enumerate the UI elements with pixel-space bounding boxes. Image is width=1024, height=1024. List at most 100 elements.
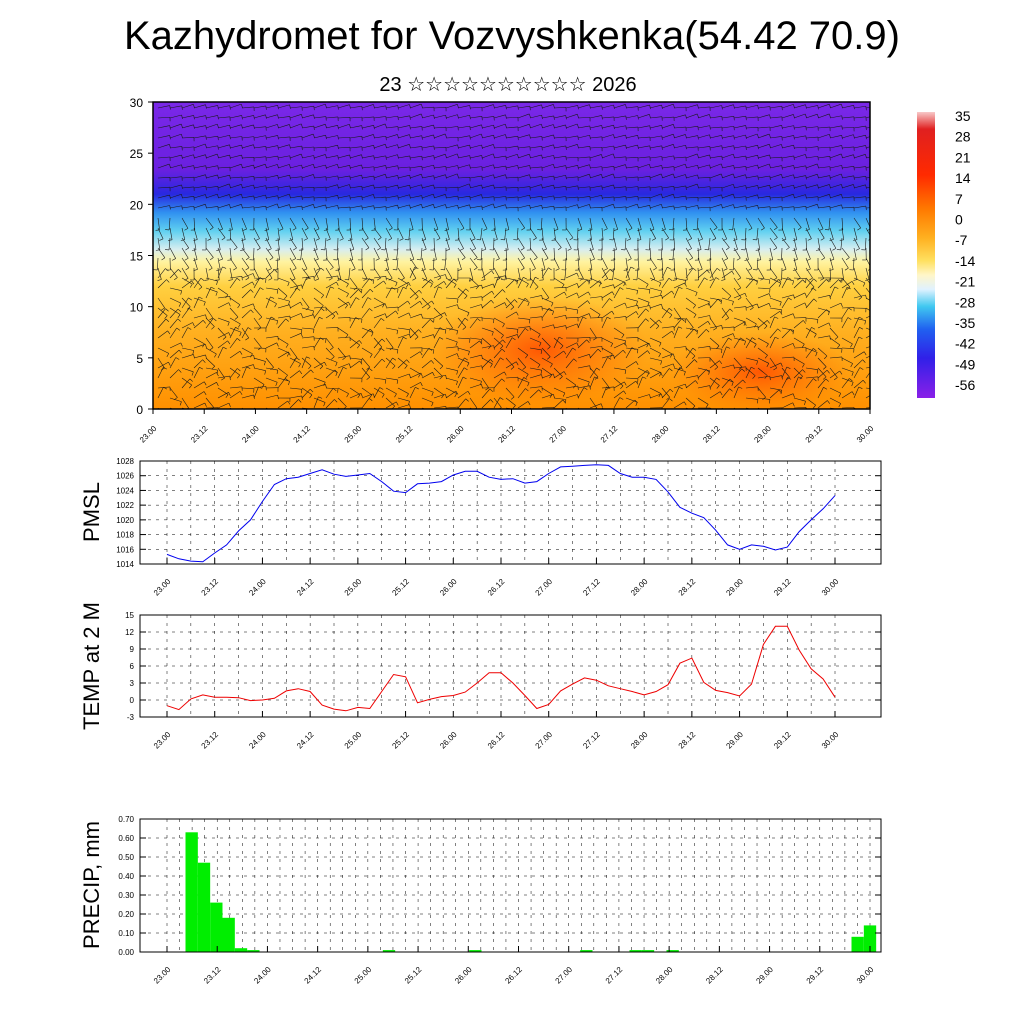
wind-barb xyxy=(181,247,189,259)
wind-barb-flag xyxy=(209,257,214,261)
wind-barb xyxy=(337,116,350,119)
wind-barb xyxy=(793,277,806,280)
wind-barb xyxy=(805,348,814,359)
wind-barb-flag xyxy=(607,357,612,360)
wind-barb xyxy=(433,374,446,379)
wind-barb xyxy=(457,164,470,169)
wind-barb xyxy=(757,303,770,309)
wind-barb-flag xyxy=(649,164,651,169)
wind-barb-flag xyxy=(177,308,182,313)
wind-barb-flag xyxy=(464,295,468,299)
chart-title: Kazhydromet for Vozvyshkenka(54.42 70.9) xyxy=(124,14,900,58)
wind-barb xyxy=(733,357,743,368)
wind-barb xyxy=(409,257,417,269)
wind-barb-flag xyxy=(300,301,303,306)
wind-barb-flag xyxy=(348,363,351,368)
wind-barb-flag xyxy=(388,238,392,241)
wind-barb-flag xyxy=(222,266,227,269)
wind-barb-flag xyxy=(369,278,373,282)
wind-barb xyxy=(397,333,410,339)
wind-barb-flag xyxy=(733,249,738,251)
wind-barb-flag xyxy=(672,353,675,358)
wind-barb-flag xyxy=(379,387,384,390)
wind-barb-flag xyxy=(793,104,795,109)
wind-barb xyxy=(697,177,710,179)
wind-barb-flag xyxy=(745,125,747,130)
wind-barb xyxy=(529,295,542,299)
wind-barb xyxy=(601,104,614,109)
wind-barb xyxy=(745,217,753,229)
wind-barb-flag xyxy=(420,382,423,387)
wind-barb-flag xyxy=(697,165,699,170)
wind-barb xyxy=(205,247,214,258)
wind-barb xyxy=(493,196,506,199)
wind-barb xyxy=(253,386,259,399)
wind-barb-flag xyxy=(756,280,758,285)
wind-barb-flag xyxy=(439,337,444,340)
wind-barb xyxy=(385,306,398,309)
wind-barb xyxy=(673,106,686,109)
wind-barb-flag xyxy=(669,398,673,402)
wind-barb-flag xyxy=(586,339,590,343)
wind-barb xyxy=(397,115,410,119)
wind-barb xyxy=(325,205,338,209)
wind-barb xyxy=(169,193,182,199)
wind-barb-flag xyxy=(681,318,685,322)
wind-barb xyxy=(661,116,674,119)
wind-barb xyxy=(229,184,242,189)
wind-barb xyxy=(349,277,358,288)
wind-barb xyxy=(685,113,698,119)
wind-barb-flag xyxy=(500,357,504,361)
wind-barb xyxy=(517,194,530,199)
wind-barb xyxy=(853,116,866,119)
wind-barb xyxy=(565,135,578,139)
wind-barb xyxy=(733,386,739,399)
wind-barb xyxy=(613,186,626,189)
wind-barb xyxy=(793,247,798,260)
wind-barb xyxy=(625,135,638,139)
wind-barb xyxy=(504,227,507,240)
wind-barb xyxy=(733,105,746,109)
wind-barb xyxy=(721,270,733,279)
wind-barb xyxy=(613,316,626,319)
wind-barb-flag xyxy=(792,330,795,335)
wind-barb xyxy=(625,304,638,309)
wind-barb-flag xyxy=(877,134,878,138)
wind-barb xyxy=(613,381,625,389)
pmsl-x-tick-label: 25.12 xyxy=(390,577,411,598)
wind-barb xyxy=(745,397,758,400)
wind-barb-flag xyxy=(587,381,590,386)
wind-barb xyxy=(157,297,166,309)
wind-barb xyxy=(313,237,318,250)
wind-barb-flag xyxy=(769,144,771,149)
wind-barb-flag xyxy=(188,308,193,311)
wind-barb-flag xyxy=(331,315,336,320)
wind-barb-flag xyxy=(245,337,249,341)
wind-barb xyxy=(769,156,782,159)
wind-barb-flag xyxy=(864,320,867,325)
wind-barb xyxy=(289,287,298,299)
wind-barb xyxy=(781,257,787,270)
wind-barb xyxy=(829,327,839,338)
wind-barb-flag xyxy=(361,125,363,130)
wind-barb xyxy=(493,123,506,129)
wind-barb xyxy=(409,372,422,379)
wind-barb-flag xyxy=(309,389,314,393)
wind-barb xyxy=(529,114,542,119)
wind-barb-flag xyxy=(460,228,465,231)
wind-barb-flag xyxy=(576,342,579,347)
wind-barb-flag xyxy=(191,371,194,376)
wind-barb xyxy=(289,106,302,109)
wind-barb xyxy=(865,186,870,189)
wind-barb xyxy=(673,126,686,129)
wind-barb xyxy=(613,302,626,309)
wind-barb-flag xyxy=(715,277,720,280)
wind-barb xyxy=(469,267,474,280)
wind-barb xyxy=(865,166,870,169)
wind-barb-flag xyxy=(805,154,807,159)
temp-y-tick-label: 12 xyxy=(125,628,134,637)
wind-barb xyxy=(373,297,385,305)
wind-barb xyxy=(829,204,842,209)
wind-barb xyxy=(157,205,170,209)
